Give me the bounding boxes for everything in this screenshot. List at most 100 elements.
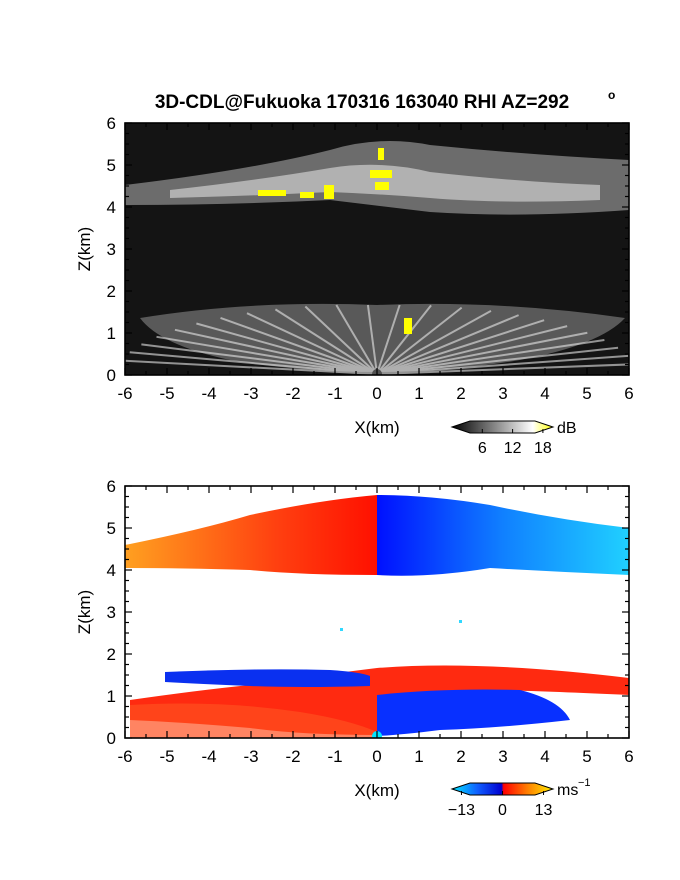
fan-ray [366, 304, 378, 375]
colorbar-velocity: −13 0 13 ms −1 [448, 777, 591, 819]
fan-ray [376, 304, 401, 375]
x-tick-label: -4 [201, 384, 216, 403]
x-tick-label: -2 [285, 747, 300, 766]
colorbar-fill [450, 420, 555, 434]
x-tick-label: -6 [117, 747, 132, 766]
x-tick-label: 2 [456, 384, 465, 403]
y-tick-labels: 0 1 2 3 4 5 6 [107, 477, 116, 748]
x-tick-label: -4 [201, 747, 216, 766]
colorbar-tick-label: 18 [534, 440, 552, 457]
y-axis-label: Z(km) [75, 590, 94, 634]
y-tick-label: 2 [107, 282, 116, 301]
x-tick-label: 2 [456, 747, 465, 766]
x-tick-label: -1 [327, 384, 342, 403]
fan-ray [141, 343, 378, 375]
high-backscatter-spots [258, 148, 412, 334]
stray-pixel [459, 620, 462, 623]
fan-ray [376, 319, 545, 375]
chart-title-superscript: o [608, 88, 615, 102]
title-group: 3D-CDL@Fukuoka 170316 163040 RHI AZ=292 … [155, 88, 616, 113]
y-tick-label: 5 [107, 156, 116, 175]
fan-ray [196, 322, 378, 375]
chart-title: 3D-CDL@Fukuoka 170316 163040 RHI AZ=292 [155, 92, 569, 113]
x-tick-label: 6 [624, 747, 633, 766]
x-tick-label: -5 [159, 747, 174, 766]
x-tick-label: 4 [540, 384, 549, 403]
y-tick-label: 3 [107, 240, 116, 259]
y-tick-label: 3 [107, 603, 116, 622]
lower-layer-approaching-bottom [377, 689, 570, 736]
x-tick-label: -6 [117, 384, 132, 403]
colorbar-tick-label: 12 [504, 440, 522, 457]
fan-ray [376, 346, 619, 375]
y-tick-label: 1 [107, 324, 116, 343]
axis-ticks [124, 485, 630, 739]
colorbar-unit: dB [557, 420, 577, 437]
colorbar-tick-label: 0 [498, 802, 507, 819]
y-tick-label: 4 [107, 198, 116, 217]
fan-ray [376, 310, 492, 375]
fan-rays [125, 304, 629, 375]
axis-ticks [124, 122, 630, 376]
y-tick-label: 0 [107, 366, 116, 385]
x-tick-label: -1 [327, 747, 342, 766]
y-tick-label: 1 [107, 687, 116, 706]
fan-ray [246, 312, 378, 375]
x-tick-label: 0 [372, 747, 381, 766]
x-tick-label: 1 [414, 747, 423, 766]
x-tick-label: 3 [498, 384, 507, 403]
y-tick-label: 0 [107, 729, 116, 748]
x-tick-label: -5 [159, 384, 174, 403]
fan-ray [129, 351, 378, 375]
colorbar-ticks: 6 12 18 [478, 429, 552, 457]
lower-layer-approaching-top [165, 669, 370, 687]
fan-ray [376, 314, 519, 375]
upper-layer-receding [125, 495, 377, 575]
fan-ray [220, 316, 378, 375]
backscatter-field [125, 141, 629, 375]
fan-ray [156, 335, 378, 375]
y-tick-labels: 0 1 2 3 4 5 6 [107, 114, 116, 385]
colorbar-unit-superscript: −1 [578, 777, 591, 789]
lower-layer-inner-warm [130, 703, 377, 738]
x-tick-label: 3 [498, 747, 507, 766]
x-tick-labels: -6 -5 -4 -3 -2 -1 0 1 2 3 4 5 6 [117, 747, 633, 766]
stray-pixel [340, 628, 343, 631]
x-tick-label: 1 [414, 384, 423, 403]
y-tick-label: 4 [107, 561, 116, 580]
velocity-field [125, 495, 629, 738]
fan-ray [304, 305, 378, 375]
colorbar-ticks: −13 0 13 [448, 791, 553, 819]
fan-ray [376, 306, 463, 375]
fan-ray [376, 331, 588, 375]
colorbar-tick-label: 13 [535, 802, 553, 819]
colorbar-tick-label: −13 [448, 802, 475, 819]
x-tick-label: 0 [372, 384, 381, 403]
fan-ray [376, 325, 568, 375]
fan-ray [174, 328, 378, 375]
colorbar-tick-label: 6 [478, 440, 487, 457]
y-tick-label: 5 [107, 519, 116, 538]
x-tick-labels: -6 -5 -4 -3 -2 -1 0 1 2 3 4 5 6 [117, 384, 633, 403]
colorbar-unit: ms [557, 782, 578, 799]
x-tick-label: 5 [582, 747, 591, 766]
colorbar-fill [450, 782, 555, 796]
colorbar-backscatter: 6 12 18 dB [450, 420, 577, 457]
x-tick-label: 5 [582, 384, 591, 403]
fan-ray [376, 338, 605, 375]
x-tick-label: -2 [285, 384, 300, 403]
x-tick-label: -3 [243, 384, 258, 403]
y-tick-label: 2 [107, 645, 116, 664]
y-tick-label: 6 [107, 477, 116, 496]
fan-ray [376, 363, 629, 375]
fan-ray [376, 304, 432, 375]
y-axis-label: Z(km) [75, 227, 94, 271]
upper-layer-approaching [377, 495, 629, 576]
fan-ray [335, 304, 378, 375]
x-tick-label: 6 [624, 384, 633, 403]
x-tick-label: 4 [540, 747, 549, 766]
fan-ray [274, 308, 378, 375]
x-axis-label: X(km) [354, 781, 399, 800]
